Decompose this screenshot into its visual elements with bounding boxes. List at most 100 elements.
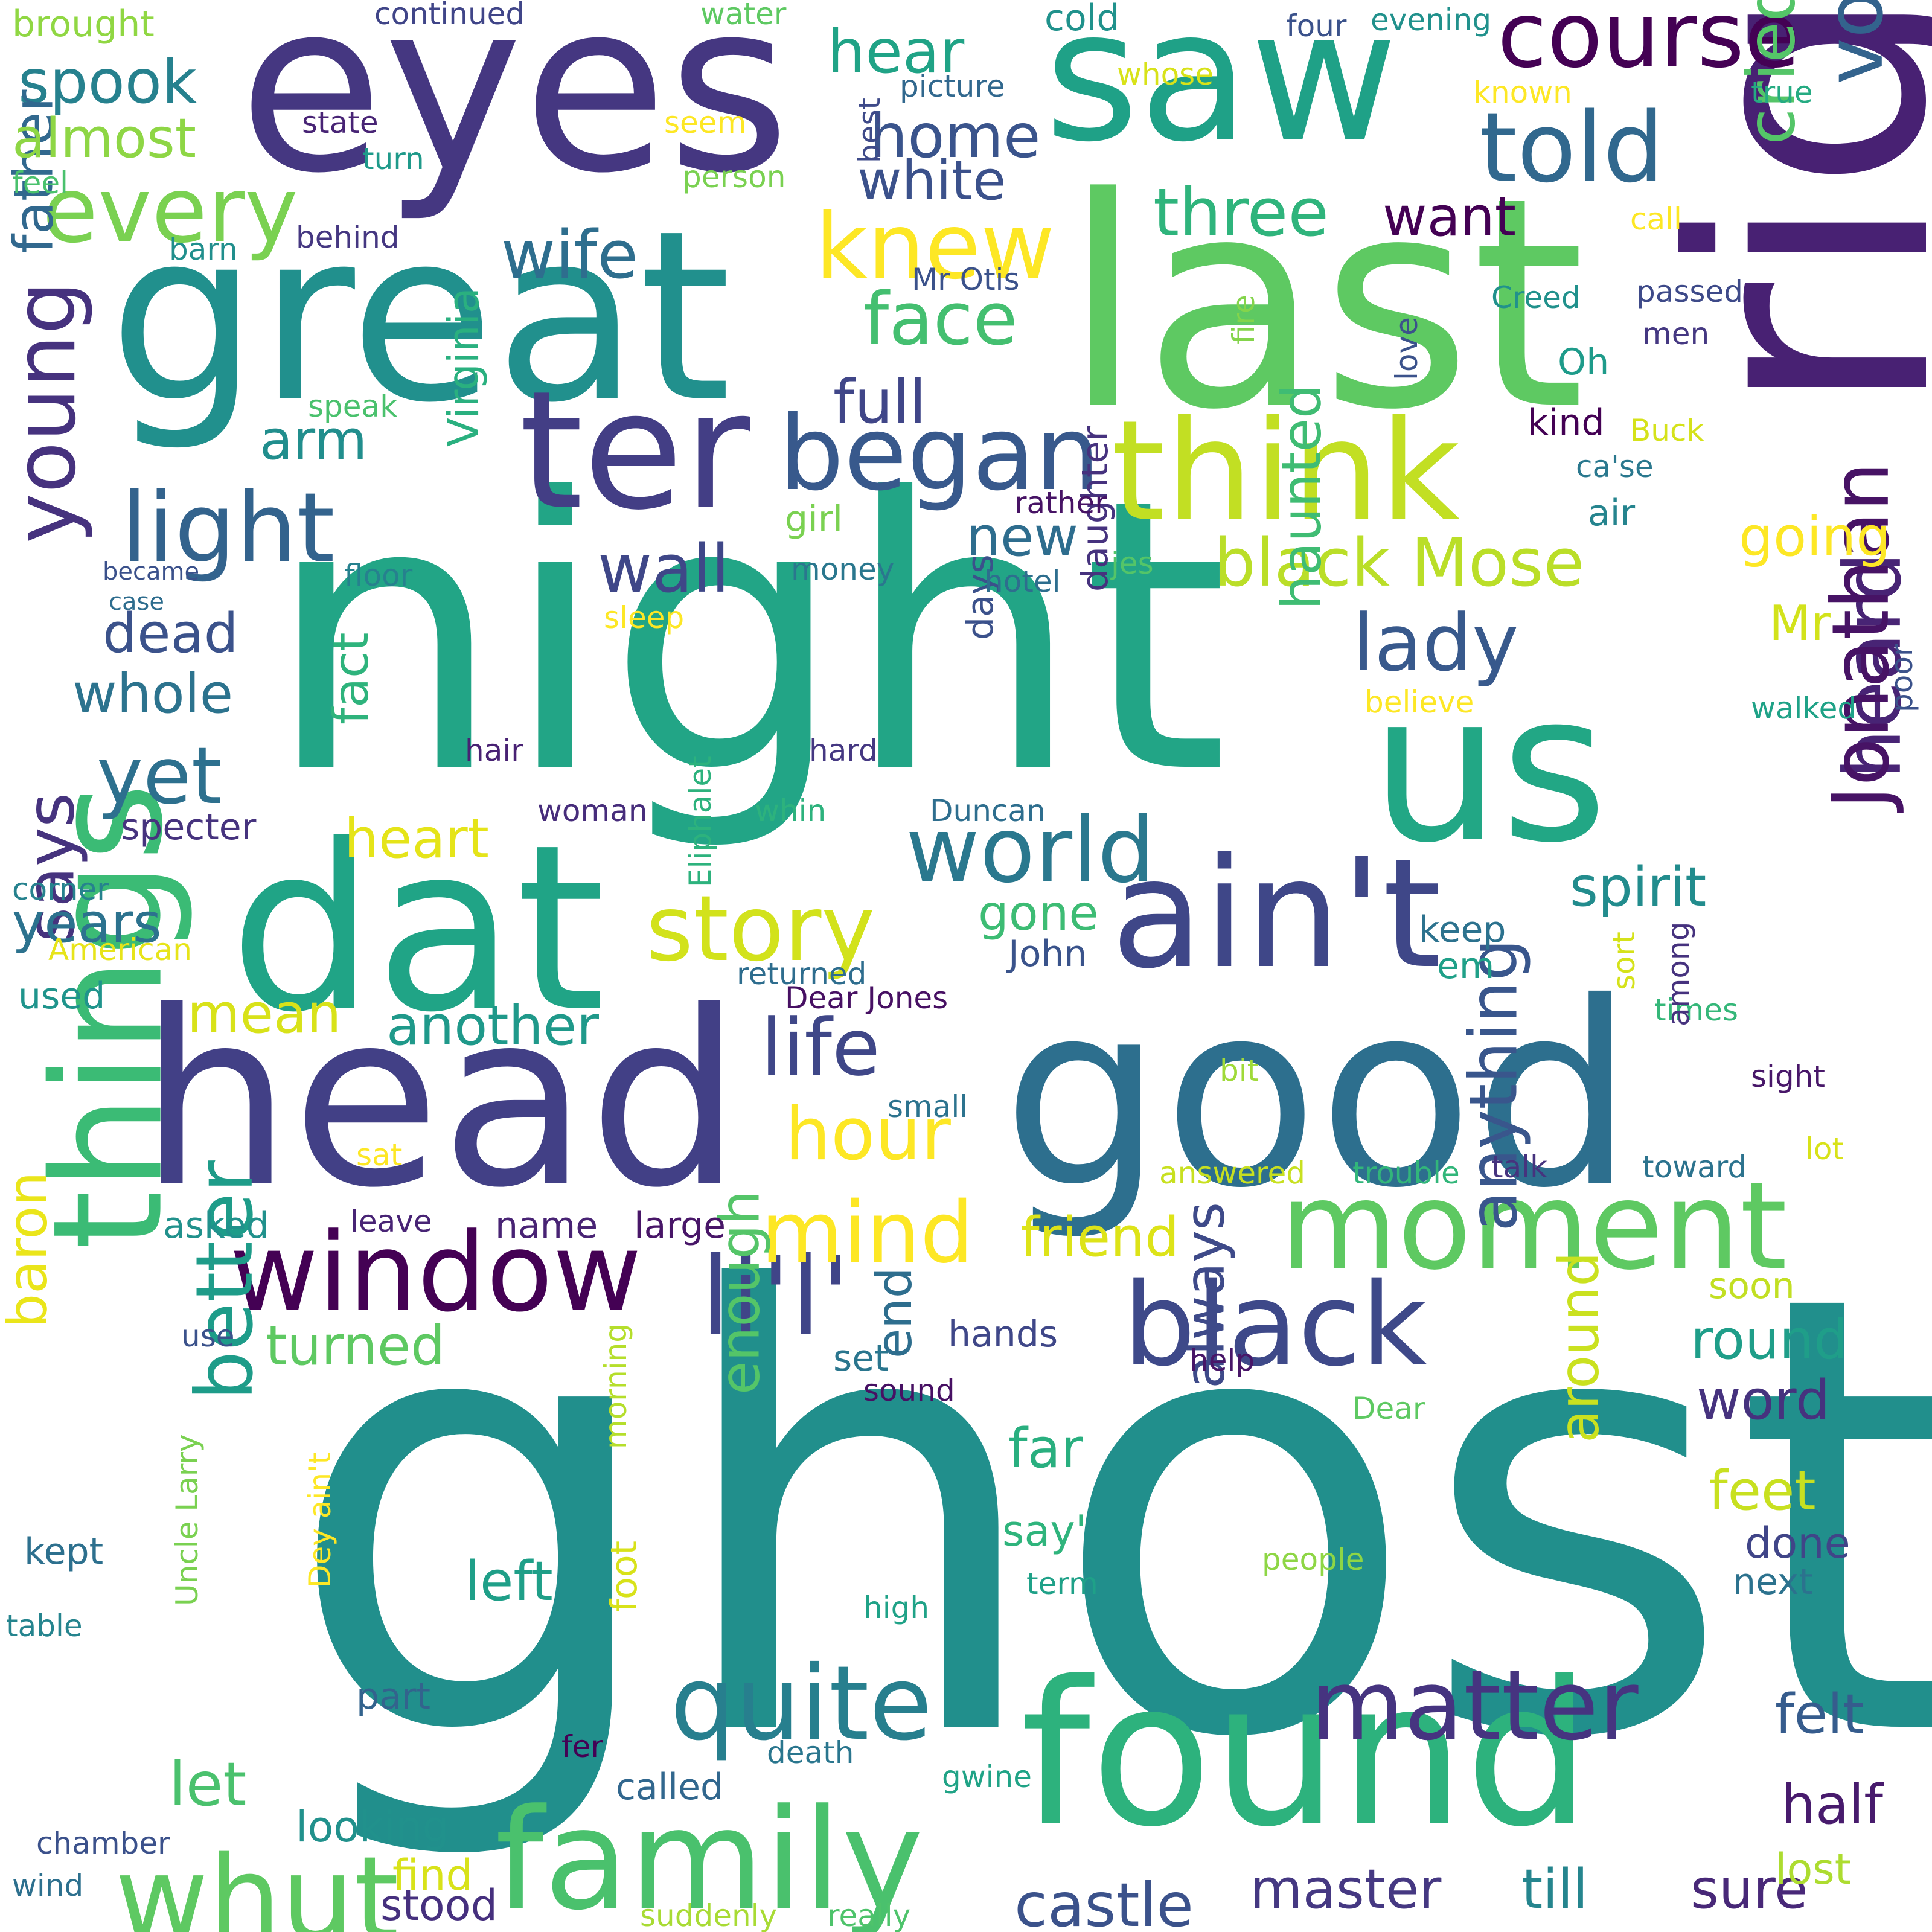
word-saw: saw	[1044, 0, 1398, 182]
word-say: say'	[1002, 1506, 1087, 1556]
word-baron: baron	[0, 1172, 59, 1328]
word-call: call	[1630, 202, 1682, 237]
word-spirit: spirit	[1570, 856, 1706, 919]
word-picture: picture	[900, 69, 1005, 104]
word-sure: sure	[1690, 1858, 1808, 1921]
word-spook: spook	[18, 46, 197, 117]
word-hour: hour	[785, 1093, 952, 1177]
word-table: table	[6, 1608, 83, 1643]
word-young: young	[0, 281, 95, 543]
word-keep: keep	[1419, 909, 1506, 951]
word-buck: Buck	[1630, 413, 1704, 448]
word-money: money	[791, 552, 894, 587]
word-toward: toward	[1642, 1150, 1747, 1185]
word-night: night	[266, 420, 1229, 856]
word-head: head	[139, 960, 742, 1241]
word-enough: enough	[708, 1190, 772, 1395]
word-word: word	[1697, 1369, 1830, 1432]
word-days: days	[959, 554, 1002, 640]
word-father: father	[2, 89, 65, 254]
word-felt: felt	[1775, 1683, 1864, 1746]
word-castle: castle	[1014, 1870, 1194, 1932]
word-help: help	[1189, 1343, 1255, 1378]
word-think: think	[1111, 391, 1460, 552]
word-turned: turned	[266, 1314, 445, 1378]
word-gone: gone	[978, 885, 1099, 941]
word-three: three	[1153, 174, 1329, 251]
word-things: things	[21, 783, 196, 1250]
word-girl: girl	[785, 498, 843, 540]
word-corner: corner	[12, 872, 109, 907]
word-hear: hear	[827, 16, 965, 87]
word-story: story	[646, 877, 875, 982]
word-feet: feet	[1709, 1459, 1816, 1523]
word-cried: cried	[1733, 0, 1810, 145]
word-oh: Oh	[1558, 341, 1609, 383]
word-speak: speak	[308, 389, 397, 424]
word-lady: lady	[1352, 597, 1518, 689]
word-men: men	[1642, 316, 1709, 351]
word-kept: kept	[24, 1531, 103, 1573]
word-began: began	[779, 394, 1100, 514]
word-next: next	[1733, 1561, 1813, 1603]
word-life: life	[761, 1002, 880, 1093]
word-em: em	[1437, 945, 1494, 987]
word-specter: specter	[121, 806, 257, 848]
word-uncle-larry: Uncle Larry	[170, 1434, 205, 1606]
word-half: half	[1781, 1773, 1884, 1837]
word-aint: ain't	[1111, 826, 1442, 1002]
word-whin: whin	[755, 793, 826, 828]
word-sat: sat	[356, 1137, 402, 1172]
word-window: window	[229, 1210, 642, 1336]
word-eyes: eyes	[238, 0, 790, 225]
word-face: face	[863, 278, 1018, 362]
word-wife: wife	[501, 216, 638, 293]
word-eliphalet: Eliphalet	[683, 756, 718, 888]
word-till: till	[1521, 1858, 1588, 1921]
word-chamber: chamber	[36, 1826, 170, 1861]
word-behind: behind	[296, 220, 400, 255]
word-true: true	[1751, 75, 1813, 110]
word-feel: feel	[12, 165, 68, 200]
word-whut: whut	[115, 1832, 399, 1932]
word-done: done	[1745, 1518, 1850, 1568]
word-sight: sight	[1751, 1059, 1825, 1094]
word-believe: believe	[1364, 685, 1474, 720]
word-full: full	[833, 366, 926, 437]
word-virginia: Virginia	[439, 287, 488, 447]
word-best: best	[852, 98, 887, 163]
word-new: new	[966, 505, 1078, 569]
word-trouble: trouble	[1352, 1156, 1460, 1191]
word-turn: turn	[362, 141, 424, 176]
word-dear-jones: Dear Jones	[785, 980, 948, 1016]
word-anything: anything	[1455, 939, 1532, 1232]
word-large: large	[634, 1204, 726, 1247]
word-times: times	[1654, 993, 1738, 1028]
word-high: high	[863, 1590, 929, 1625]
word-lil: li'l'	[700, 1234, 851, 1360]
word-sleep: sleep	[604, 600, 684, 635]
word-brought: brought	[12, 3, 155, 45]
word-case: ca'se	[1576, 449, 1654, 484]
word-john: John	[1006, 933, 1087, 975]
word-continued: continued	[374, 0, 525, 31]
word-hands: hands	[948, 1313, 1058, 1355]
word-whose: whose	[1117, 57, 1214, 92]
word-death: death	[767, 1735, 854, 1770]
word-every: every	[42, 158, 298, 263]
word-hard: hard	[809, 733, 878, 768]
word-round: round	[1690, 1308, 1848, 1372]
word-jes: jes	[1110, 546, 1154, 581]
word-american: American	[48, 932, 192, 967]
word-small: small	[888, 1089, 968, 1124]
word-find: find	[392, 1850, 473, 1900]
word-person: person	[682, 159, 785, 194]
word-says: says	[12, 793, 89, 942]
word-right: right	[1624, 0, 1932, 417]
word-good: good	[1002, 948, 1634, 1244]
word-jonathan: Jonathan	[1815, 462, 1907, 813]
word-heart: heart	[344, 807, 489, 871]
word-hair: hair	[465, 733, 523, 768]
word-foot: foot	[603, 1541, 645, 1612]
